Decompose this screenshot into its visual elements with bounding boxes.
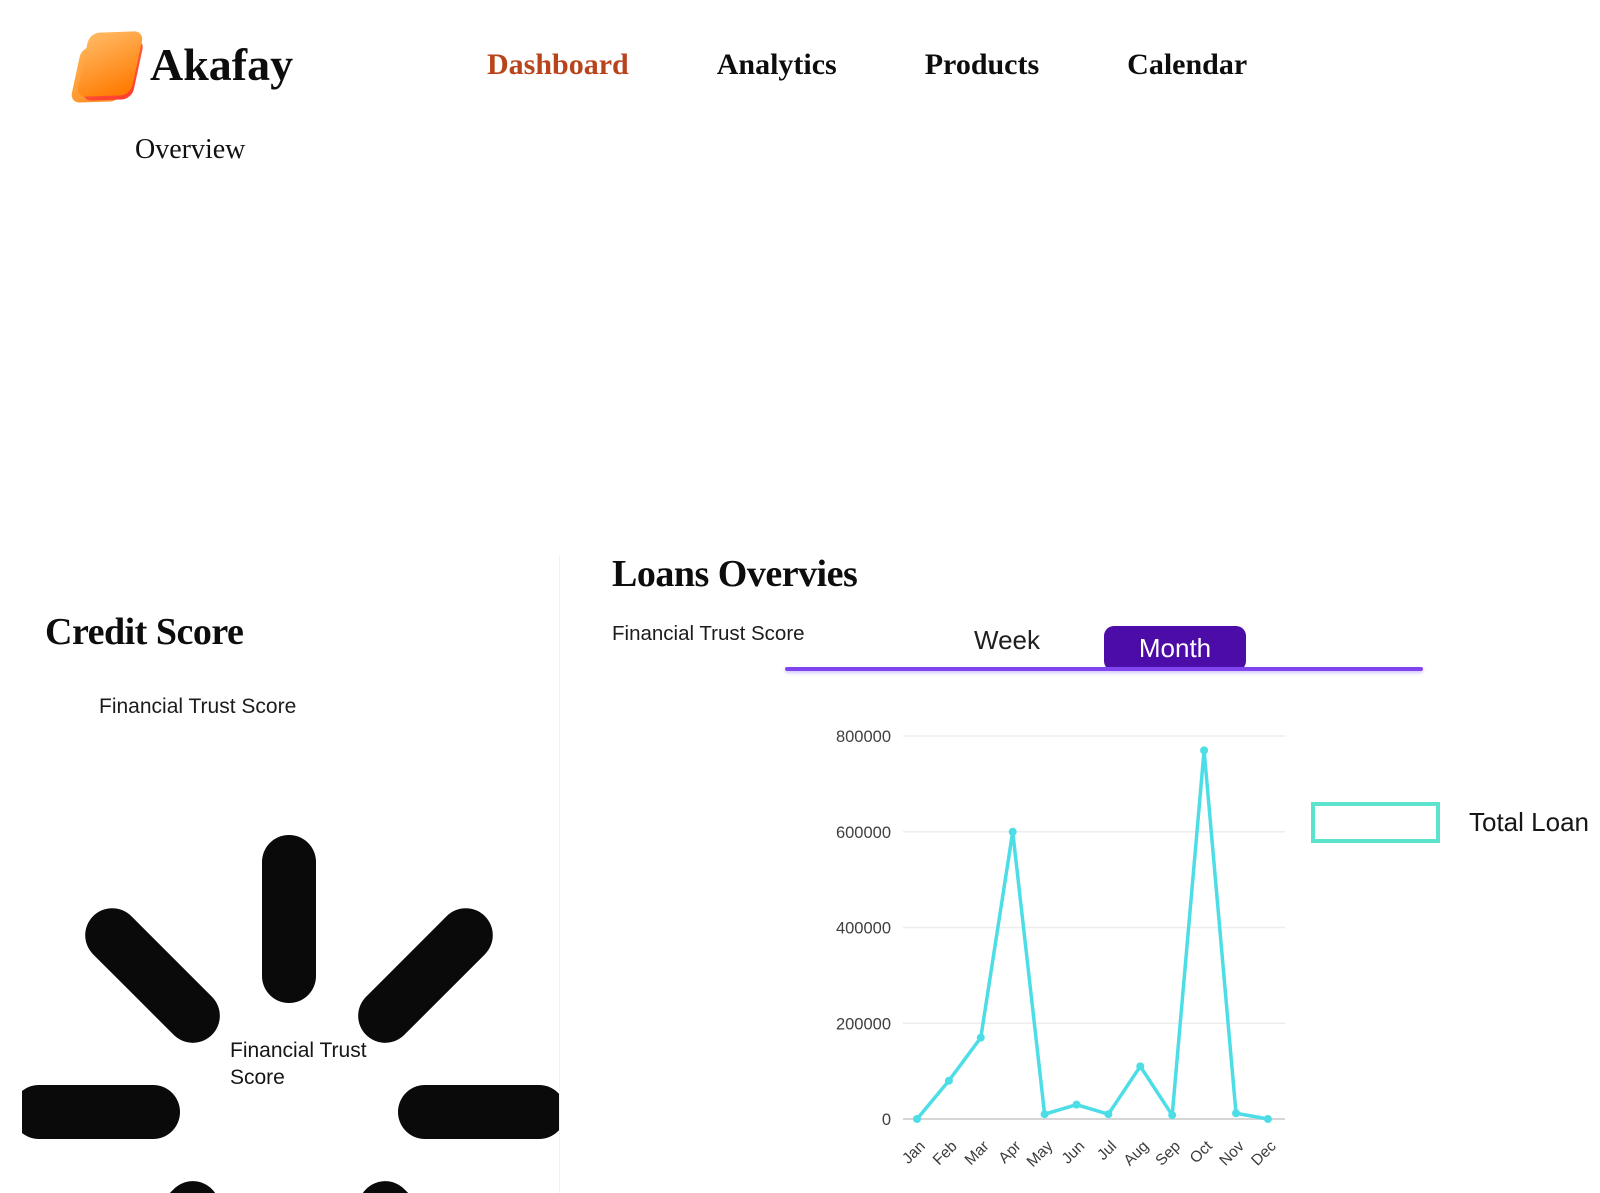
nav-item-calendar[interactable]: Calendar	[1127, 48, 1248, 81]
main-nav: Dashboard Analytics Products Calendar	[487, 48, 1247, 82]
overview-label: Overview	[135, 134, 246, 165]
legend-item-total-loan[interactable]: Total Loan	[1311, 798, 1600, 848]
loan-line-chart-svg: 0 200000 400000 600000 800000 Jan Feb Mar Apr May…	[836, 728, 1285, 1171]
svg-text:200000: 200000	[836, 1015, 891, 1033]
brand-title: Akafay	[150, 39, 294, 90]
svg-text:Jan: Jan	[899, 1138, 929, 1168]
spinner-spoke	[74, 897, 232, 1055]
svg-text:Dec: Dec	[1248, 1138, 1280, 1170]
akafay-logo-icon	[69, 30, 145, 108]
spinner-spoke	[74, 1169, 232, 1193]
svg-text:Sep: Sep	[1152, 1138, 1184, 1170]
svg-text:Aug: Aug	[1121, 1138, 1153, 1170]
svg-text:800000: 800000	[836, 728, 891, 746]
svg-text:400000: 400000	[836, 920, 891, 938]
week-toggle-button[interactable]: Week	[952, 620, 1062, 660]
spinner-spoke	[398, 1085, 559, 1139]
toggle-underline	[785, 667, 1423, 671]
spinner-spoke	[262, 835, 316, 1003]
legend-label: Total Loan	[1469, 807, 1589, 837]
month-toggle-button[interactable]: Month	[1104, 626, 1246, 671]
loans-overview-title: Loans Overvies	[612, 553, 858, 595]
svg-text:Jul: Jul	[1094, 1138, 1120, 1164]
svg-text:Jun: Jun	[1059, 1138, 1089, 1168]
legend-swatch	[1311, 802, 1440, 843]
spinner-spoke	[346, 1169, 504, 1193]
nav-item-products[interactable]: Products	[924, 48, 1040, 81]
svg-text:May: May	[1024, 1138, 1057, 1171]
nav-item-analytics[interactable]: Analytics	[716, 48, 837, 81]
svg-text:0: 0	[882, 1111, 891, 1129]
svg-text:Mar: Mar	[962, 1138, 993, 1169]
svg-text:Feb: Feb	[930, 1138, 961, 1169]
svg-text:600000: 600000	[836, 824, 891, 842]
credit-score-card: Credit Score Financial Trust Score Finan…	[22, 555, 560, 1193]
credit-score-subtitle: Financial Trust Score	[99, 695, 297, 718]
gauge-center-label: Financial Trust Score	[230, 1039, 367, 1089]
nav-item-dashboard[interactable]: Dashboard	[487, 48, 629, 81]
credit-score-title: Credit Score	[45, 611, 244, 653]
spinner-spoke	[22, 1085, 180, 1139]
svg-text:Nov: Nov	[1216, 1138, 1248, 1170]
svg-text:Oct: Oct	[1187, 1137, 1217, 1167]
spinner-spoke	[346, 897, 504, 1055]
loading-spinner-icon	[22, 827, 559, 1193]
total-loan-chart: 0 200000 400000 600000 800000 Jan Feb Mar Apr May…	[780, 700, 1320, 1192]
loans-overview-subtitle: Financial Trust Score	[612, 622, 805, 645]
svg-text:Apr: Apr	[995, 1138, 1024, 1167]
